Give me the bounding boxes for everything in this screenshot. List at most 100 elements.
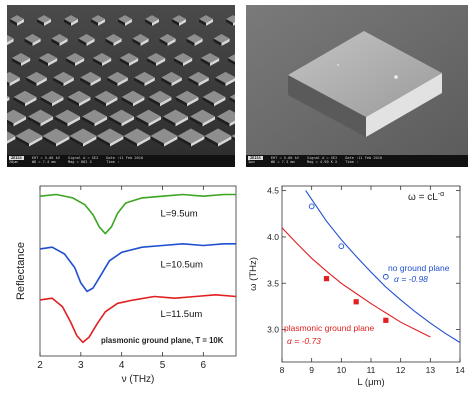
x-tick-label: 9 [309, 365, 314, 375]
pillar-side [183, 58, 193, 67]
pillar-top [107, 71, 128, 84]
pillar-side [98, 19, 105, 26]
pillar-top [7, 71, 20, 84]
alpha-plasmonic-ground-plane: α = -0.73 [287, 336, 321, 346]
x-axis-label: L (μm) [357, 377, 384, 388]
pillar-top [78, 34, 95, 43]
x-tick-label: 3 [78, 360, 84, 371]
data-point [323, 276, 330, 282]
y-tick-label: 4.0 [267, 232, 279, 242]
series-labels: L=9.5um L=10.5um L=11.5um [160, 209, 203, 320]
pillar-side [202, 97, 214, 107]
dispersion-chart: 8 9 10 11 12 13 14 3.0 3.5 4.0 4.5 ω = cL-α no gro… [248, 185, 465, 388]
pillar-top [186, 34, 203, 43]
pillar-top [161, 71, 182, 84]
pillar-side [44, 19, 51, 26]
pillar-top [94, 90, 118, 104]
pillar-side [94, 97, 106, 107]
pillar-top [105, 34, 122, 43]
plot-frame [39, 185, 237, 357]
pillar-top [10, 15, 24, 23]
sem-info-text: EHT = 5.00 kV [31, 156, 60, 160]
pillar-side [218, 136, 232, 147]
pillar-top [200, 52, 220, 64]
scale-label: 20µm [9, 160, 18, 164]
sem-image-single-pillar: ZEISS 3µm EHT = 5.00 kV WD = 7.3 mm Signal… [246, 5, 468, 167]
pillar-top [188, 71, 209, 84]
pillar-top [38, 52, 58, 64]
pillar-side [7, 119, 14, 127]
pillar-side [156, 58, 166, 67]
pillar-side [11, 58, 21, 67]
pillar-top [7, 95, 10, 99]
sem-info-text: Date :11 Feb 2010 [106, 156, 144, 160]
pillar-top [175, 90, 199, 104]
pillar-side [123, 136, 137, 147]
legend-plasmonic-ground-plane: plasmonic ground plane [284, 323, 375, 333]
pillar-side [64, 19, 71, 26]
pillar-array [7, 15, 235, 147]
pillar-side [51, 38, 60, 46]
pillar-side [210, 58, 220, 67]
data-point [383, 317, 389, 323]
x-tick-label: 4 [119, 360, 125, 371]
dust-particle [394, 75, 398, 79]
pillar-side [102, 58, 112, 67]
pillar-side [91, 19, 98, 26]
pillar-top [145, 15, 159, 23]
pillar-top [134, 71, 155, 84]
pillar-top [65, 52, 85, 64]
pillar-side [172, 19, 179, 26]
pillar-side [160, 97, 172, 107]
pillar-side [159, 38, 168, 46]
axis-ticks: 8 9 10 11 12 13 14 3.0 3.5 4.0 4.5 [267, 186, 465, 375]
pillar-top [91, 15, 105, 23]
pillar-side [204, 136, 218, 147]
pillar-side [175, 97, 187, 107]
pillar-top [118, 15, 132, 23]
pillar-top [136, 109, 161, 124]
pillar-side [90, 77, 101, 87]
pillar-side [26, 77, 37, 87]
pillar-top [213, 34, 230, 43]
sem-image-array: ZEISS 20µm EHT = 5.00 kV WD = 7.4 mm Signa… [7, 5, 235, 167]
scale-label: 3µm [248, 160, 255, 164]
pillar-side [7, 97, 10, 102]
sem-info-text: WD = 7.4 mm [31, 160, 56, 164]
pillar-top [121, 90, 145, 104]
pillar-right-face [366, 73, 442, 137]
pillar-side [28, 116, 41, 127]
series-line [39, 193, 236, 235]
pillar-side [163, 116, 176, 127]
sem-info-text: Time : [345, 160, 359, 164]
series-line [39, 294, 237, 344]
y-tick-label: 3.5 [267, 278, 279, 288]
pillar-side [78, 38, 87, 46]
pillar-side [140, 38, 149, 46]
pillar-side [125, 19, 132, 26]
data-point [338, 243, 345, 250]
series-fits-and-points [281, 190, 461, 343]
y-tick-label: 3.0 [267, 325, 279, 335]
x-tick-label: 10 [337, 365, 347, 375]
pillar-side [213, 38, 222, 46]
x-tick-label: 13 [426, 365, 436, 375]
pillar-side [233, 21, 235, 26]
pillar-top [67, 90, 91, 104]
sem-info-bar: ZEISS 3µm EHT = 5.00 kV WD = 7.3 mm Signal… [246, 155, 468, 167]
pillar-top [163, 109, 188, 124]
pillar-top [40, 90, 64, 104]
x-axis-label: ν (THz) [122, 374, 155, 385]
plot-annotation: plasmonic ground plane, T = 10K [101, 336, 224, 345]
x-tick-label: 8 [280, 365, 285, 375]
pillar-side [65, 58, 75, 67]
pillar-side [214, 97, 226, 107]
sem-pillar-drawing [246, 5, 468, 155]
pillar-side [13, 97, 25, 107]
pillar-top [7, 109, 26, 124]
pillar-side [36, 77, 47, 87]
pillar-top [177, 128, 205, 144]
sem-info-text: WD = 7.3 mm [270, 160, 295, 164]
pillar-side [190, 116, 203, 127]
pillar-top-face [288, 31, 442, 117]
